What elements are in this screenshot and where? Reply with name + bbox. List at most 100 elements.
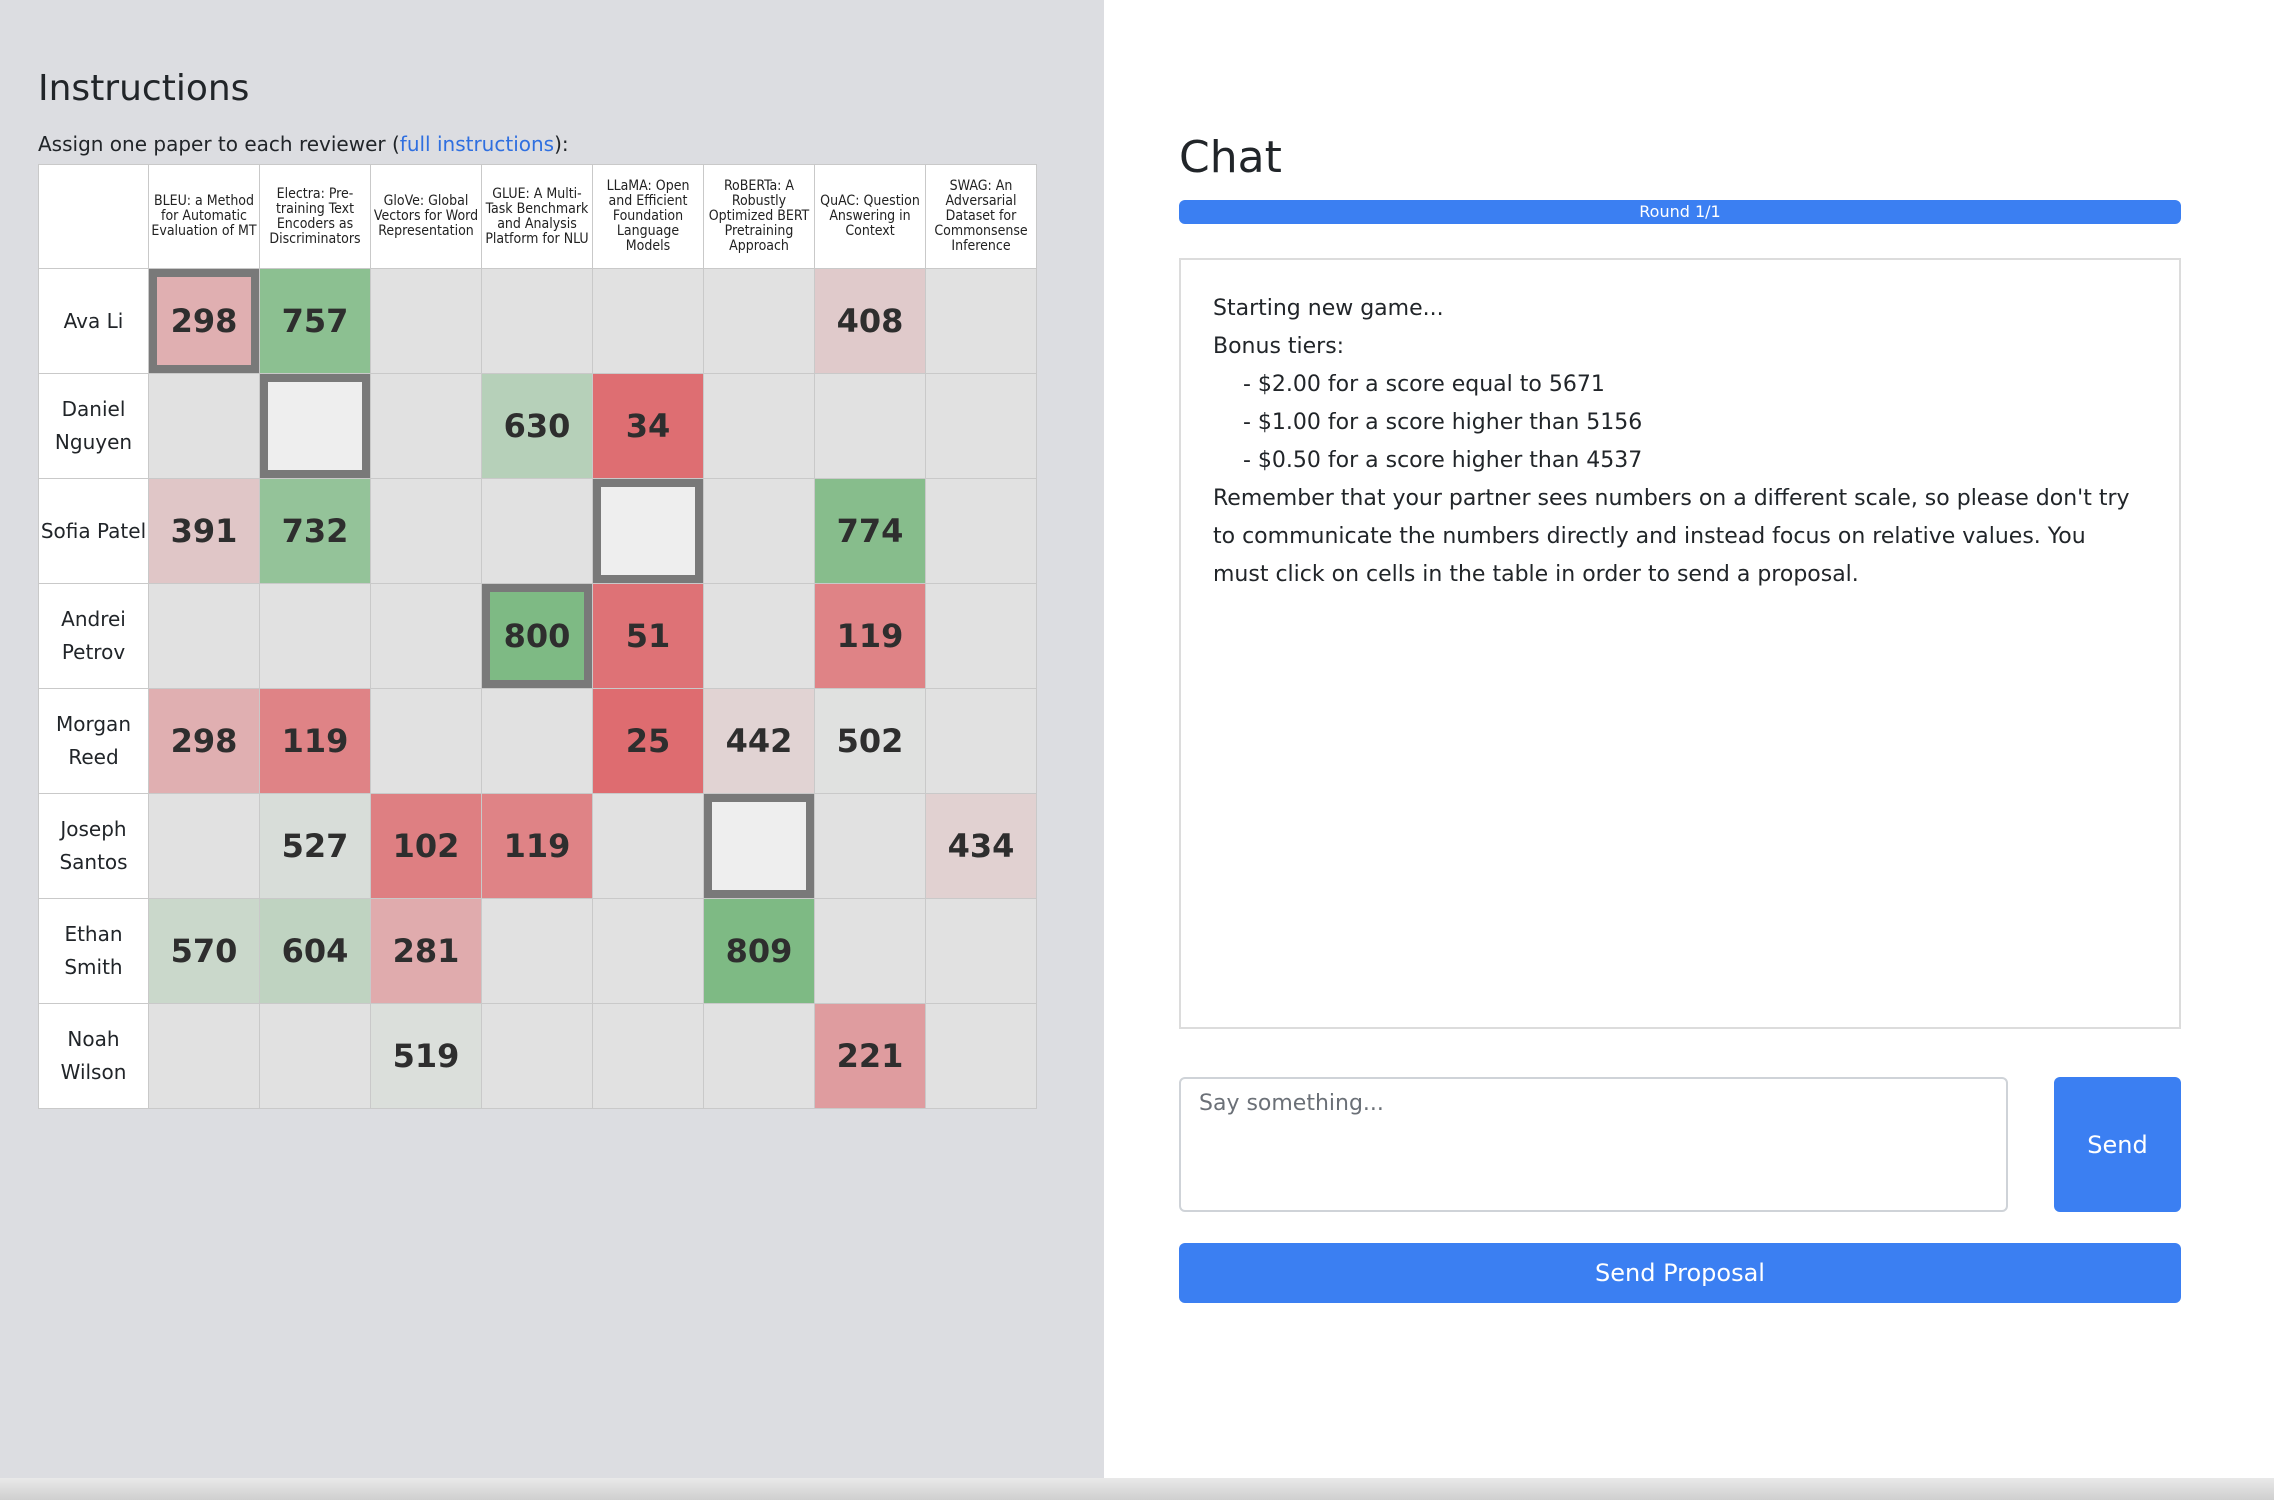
score-cell[interactable]: 281 — [370, 898, 482, 1004]
reviewer-row: Sofia Patel 391 732 774 — [38, 478, 1037, 584]
score-cell[interactable]: 298 — [148, 688, 260, 794]
chat-log: Starting new game... Bonus tiers: - $2.0… — [1179, 258, 2181, 1029]
paper-header: BLEU: a Method for Automatic Evaluation … — [148, 164, 260, 269]
chat-title: Chat — [1179, 132, 1282, 183]
paper-title: GloVe: Global Vectors for Word Represent… — [373, 193, 479, 239]
instructions-title: Instructions — [38, 68, 250, 109]
instructions-text-before: Assign one paper to each reviewer ( — [38, 132, 400, 156]
score-cell[interactable] — [370, 688, 482, 794]
reviewer-row: Morgan Reed 298 119 25 442 502 — [38, 688, 1037, 794]
score-cell[interactable]: 757 — [259, 268, 371, 374]
reviewer-name: Daniel Nguyen — [38, 373, 149, 479]
paper-title: BLEU: a Method for Automatic Evaluation … — [151, 193, 257, 239]
score-cell[interactable]: 119 — [814, 583, 926, 689]
score-cell[interactable] — [370, 478, 482, 584]
score-cell[interactable] — [814, 793, 926, 899]
score-cell[interactable] — [481, 478, 593, 584]
score-cell[interactable]: 732 — [259, 478, 371, 584]
score-cell[interactable]: 221 — [814, 1003, 926, 1109]
score-cell[interactable]: 391 — [148, 478, 260, 584]
score-cell[interactable]: 25 — [592, 688, 704, 794]
score-cell[interactable] — [481, 898, 593, 1004]
score-cell[interactable]: 34 — [592, 373, 704, 479]
score-cell[interactable] — [925, 268, 1037, 374]
reviewer-rows: Ava Li 298 757 408 Daniel Nguyen 630 34 Sofia P… — [38, 268, 1037, 1109]
score-cell[interactable] — [592, 478, 704, 584]
score-cell[interactable] — [148, 793, 260, 899]
paper-header: GLUE: A Multi-Task Benchmark and Analysi… — [481, 164, 593, 269]
score-cell[interactable] — [703, 373, 815, 479]
score-cell[interactable] — [592, 1003, 704, 1109]
round-progress-bar: Round 1/1 — [1179, 200, 2181, 224]
score-cell[interactable] — [370, 583, 482, 689]
score-cell[interactable] — [481, 268, 593, 374]
score-cell[interactable]: 774 — [814, 478, 926, 584]
score-cell[interactable] — [703, 793, 815, 899]
paper-title: Electra: Pre-training Text Encoders as D… — [269, 185, 361, 247]
score-cell[interactable] — [925, 688, 1037, 794]
score-cell[interactable] — [703, 1003, 815, 1109]
score-cell[interactable] — [703, 268, 815, 374]
score-cell[interactable] — [703, 478, 815, 584]
score-cell[interactable]: 102 — [370, 793, 482, 899]
reviewer-row: Andrei Petrov 800 51 119 — [38, 583, 1037, 689]
score-cell[interactable]: 527 — [259, 793, 371, 899]
paper-title: RoBERTa: A Robustly Optimized BERT Pretr… — [708, 178, 810, 254]
score-cell[interactable]: 408 — [814, 268, 926, 374]
score-cell[interactable] — [370, 268, 482, 374]
score-cell[interactable] — [925, 583, 1037, 689]
score-cell[interactable] — [481, 688, 593, 794]
score-cell[interactable] — [148, 583, 260, 689]
score-cell[interactable] — [259, 583, 371, 689]
score-cell[interactable]: 630 — [481, 373, 593, 479]
send-button[interactable]: Send — [2054, 1077, 2181, 1212]
instructions-text-after: ): — [554, 132, 569, 156]
paper-header: LLaMA: Open and Efficient Foundation Lan… — [592, 164, 704, 269]
score-cell[interactable] — [592, 268, 704, 374]
score-cell[interactable] — [925, 478, 1037, 584]
paper-title: GLUE: A Multi-Task Benchmark and Analysi… — [485, 185, 589, 247]
reviewer-name: Noah Wilson — [38, 1003, 149, 1109]
score-cell[interactable] — [814, 898, 926, 1004]
score-cell[interactable] — [592, 793, 704, 899]
reviewer-row: Ethan Smith 570 604 281 809 — [38, 898, 1037, 1004]
paper-title: SWAG: An Adversarial Dataset for Commons… — [934, 178, 1028, 254]
score-cell[interactable] — [370, 373, 482, 479]
score-cell[interactable] — [259, 373, 371, 479]
full-instructions-link[interactable]: full instructions — [399, 132, 555, 156]
score-cell[interactable]: 604 — [259, 898, 371, 1004]
score-cell[interactable]: 442 — [703, 688, 815, 794]
score-cell[interactable]: 51 — [592, 583, 704, 689]
instructions-text: Assign one paper to each reviewer (full … — [38, 132, 569, 156]
reviewer-name: Joseph Santos — [38, 793, 149, 899]
score-cell[interactable] — [925, 1003, 1037, 1109]
score-cell[interactable]: 800 — [481, 583, 593, 689]
score-cell[interactable] — [148, 1003, 260, 1109]
score-cell[interactable] — [148, 373, 260, 479]
score-cell[interactable] — [592, 898, 704, 1004]
paper-title: LLaMA: Open and Efficient Foundation Lan… — [606, 178, 690, 254]
bonus-tier: - $2.00 for a score equal to 5671 — [1243, 372, 1605, 397]
score-cell[interactable]: 119 — [481, 793, 593, 899]
paper-header: QuAC: Question Answering in Context — [814, 164, 926, 269]
message-input[interactable] — [1179, 1077, 2008, 1212]
score-cell[interactable]: 809 — [703, 898, 815, 1004]
score-cell[interactable] — [481, 1003, 593, 1109]
score-cell[interactable] — [814, 373, 926, 479]
score-cell[interactable]: 570 — [148, 898, 260, 1004]
score-cell[interactable] — [259, 1003, 371, 1109]
paper-header: Electra: Pre-training Text Encoders as D… — [259, 164, 371, 269]
reviewer-row: Ava Li 298 757 408 — [38, 268, 1037, 374]
score-cell[interactable]: 434 — [925, 793, 1037, 899]
score-cell[interactable]: 502 — [814, 688, 926, 794]
reviewer-row: Joseph Santos 527 102 119 434 — [38, 793, 1037, 899]
score-cell[interactable]: 119 — [259, 688, 371, 794]
paper-header: SWAG: An Adversarial Dataset for Commons… — [925, 164, 1037, 269]
score-cell[interactable]: 519 — [370, 1003, 482, 1109]
send-proposal-button[interactable]: Send Proposal — [1179, 1243, 2181, 1303]
score-cell[interactable] — [925, 898, 1037, 1004]
score-cell[interactable]: 298 — [148, 268, 260, 374]
score-cell[interactable] — [925, 373, 1037, 479]
score-cell[interactable] — [703, 583, 815, 689]
paper-header: RoBERTa: A Robustly Optimized BERT Pretr… — [703, 164, 815, 269]
